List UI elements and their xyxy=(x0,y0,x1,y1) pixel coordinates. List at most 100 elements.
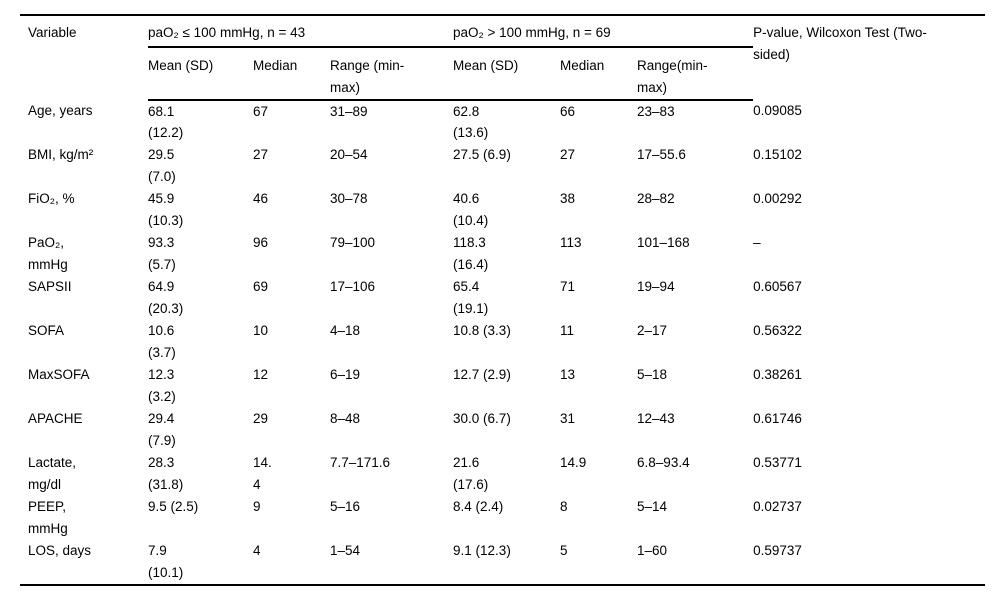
g1-range-cell: 5–16 xyxy=(330,499,361,515)
variable-label: APACHE xyxy=(28,411,83,427)
g1-range-cell: 1–54 xyxy=(330,543,361,559)
table-row: Lactate, mg/dl 28.3 (31.8) 14. 4 7.7–171.6 2… xyxy=(20,452,985,496)
g1-median-cell: 10 xyxy=(253,323,269,339)
p-value-cell: 0.53771 xyxy=(753,455,802,471)
g2-mean-sd-cell: 40.6 (10.4) xyxy=(453,191,489,228)
variable-label: Lactate, mg/dl xyxy=(28,455,77,492)
g2-mean-sd-cell: 8.4 (2.4) xyxy=(453,499,504,515)
g2-range-header: Range(min- max) xyxy=(637,47,754,101)
g2-range-cell: 12–43 xyxy=(637,411,675,427)
g2-median-cell: 71 xyxy=(560,279,576,295)
table-row: PaO₂, mmHg 93.3 (5.7) 96 79–100 118.3 (16.4)… xyxy=(20,232,985,276)
table-row: MaxSOFA 12.3 (3.2) 12 6–19 12.7 (2.9) 13 5–18 0… xyxy=(20,364,985,408)
g1-mean-sd-cell: 12.3 (3.2) xyxy=(148,367,176,404)
g2-mean-sd-cell: 10.8 (3.3) xyxy=(453,323,511,339)
table-row: FiO₂, % 45.9 (10.3) 46 30–78 40.6 (10.4) 38 28… xyxy=(20,188,985,232)
g2-median-cell: 11 xyxy=(560,323,575,339)
g1-range-cell: 8–48 xyxy=(330,411,361,427)
g1-median-cell: 46 xyxy=(253,191,269,207)
g2-mean-sd-cell: 118.3 (16.4) xyxy=(453,235,489,272)
p-value-cell: 0.59737 xyxy=(753,543,802,559)
p-value-cell: 0.61746 xyxy=(753,411,802,427)
g1-median-cell: 4 xyxy=(253,543,261,559)
g2-mean-sd-cell: 30.0 (6.7) xyxy=(453,411,511,427)
variable-label: PaO₂, mmHg xyxy=(28,235,68,272)
g1-median-cell: 29 xyxy=(253,411,269,427)
table-row: Age, years 68.1 (12.2) 67 31–89 62.8 (13.6) 6… xyxy=(20,100,985,145)
g2-median-cell: 27 xyxy=(560,147,576,163)
g1-mean-sd-cell: 29.5 (7.0) xyxy=(148,147,176,184)
table-row: LOS, days 7.9 (10.1) 4 1–54 9.1 (12.3) 5 1–60 0… xyxy=(20,540,985,585)
table-row: PEEP, mmHg 9.5 (2.5) 9 5–16 8.4 (2.4) 8 5–14 0.… xyxy=(20,496,985,540)
variable-label: Age, years xyxy=(28,102,93,118)
subheader-row: Mean (SD) Median Range (min- max) Mean (SD)… xyxy=(20,47,985,101)
variable-label: SAPSII xyxy=(28,279,72,295)
column-header-variable: Variable xyxy=(28,25,77,40)
g1-mean-sd-cell: 93.3 (5.7) xyxy=(148,235,176,272)
variable-label: PEEP, mmHg xyxy=(28,499,68,536)
g1-range-cell: 31–89 xyxy=(330,103,368,119)
p-value-cell: 0.09085 xyxy=(753,102,802,118)
g1-range-cell: 17–106 xyxy=(330,279,376,295)
table-row: SOFA 10.6 (3.7) 10 4–18 10.8 (3.3) 11 2–17 0.56… xyxy=(20,320,985,364)
variable-label: FiO₂, % xyxy=(28,191,75,207)
g2-mean-sd-cell: 62.8 (13.6) xyxy=(453,103,489,141)
p-value-cell: 0.02737 xyxy=(753,499,802,515)
p-value-cell: 0.00292 xyxy=(753,191,802,207)
g1-range-cell: 79–100 xyxy=(330,235,376,251)
group1-header: paO₂ ≤ 100 mmHg, n = 43 xyxy=(148,15,454,48)
g2-range-cell: 5–14 xyxy=(637,499,668,515)
g2-median-cell: 13 xyxy=(560,367,576,383)
g1-range-cell: 4–18 xyxy=(330,323,361,339)
g2-mean-sd-cell: 65.4 (19.1) xyxy=(453,279,489,316)
p-value-cell: – xyxy=(753,235,761,251)
g2-median-cell: 5 xyxy=(560,543,568,559)
g1-mean-sd-cell: 28.3 (31.8) xyxy=(148,455,184,492)
statistics-table: Variable paO₂ ≤ 100 mmHg, n = 43 paO₂ > … xyxy=(20,14,986,586)
g2-median-cell: 66 xyxy=(560,103,576,119)
g2-median-cell: 14.9 xyxy=(560,455,587,471)
g2-mean-sd-cell: 21.6 (17.6) xyxy=(453,455,489,492)
variable-label: SOFA xyxy=(28,323,65,339)
table-row: SAPSII 64.9 (20.3) 69 17–106 65.4 (19.1) 71 19… xyxy=(20,276,985,320)
g1-mean-sd-cell: 64.9 (20.3) xyxy=(148,279,184,316)
g1-median-cell: 27 xyxy=(253,147,269,163)
g2-median-cell: 113 xyxy=(560,235,582,251)
g2-range-cell: 101–168 xyxy=(637,235,690,251)
g2-mean-sd-cell: 12.7 (2.9) xyxy=(453,367,511,383)
g2-median-cell: 38 xyxy=(560,191,576,207)
variable-label: MaxSOFA xyxy=(28,367,90,383)
g1-median-cell: 67 xyxy=(253,103,269,119)
pvalue-header: P-value, Wilcoxon Test (Two- sided) xyxy=(753,25,927,62)
g2-mean-sd-cell: 27.5 (6.9) xyxy=(453,147,511,163)
g1-median-cell: 69 xyxy=(253,279,269,295)
group2-header: paO₂ > 100 mmHg, n = 69 xyxy=(453,15,754,48)
g1-mean-sd-cell: 68.1 (12.2) xyxy=(148,103,184,141)
g2-mean-sd-cell: 9.1 (12.3) xyxy=(453,543,511,559)
g2-range-cell: 1–60 xyxy=(637,543,668,559)
p-value-cell: 0.56322 xyxy=(753,323,802,339)
g1-mean-sd-header: Mean (SD) xyxy=(148,47,253,101)
g1-mean-sd-cell: 45.9 (10.3) xyxy=(148,191,184,228)
g2-range-cell: 6.8–93.4 xyxy=(637,455,690,471)
g1-median-cell: 96 xyxy=(253,235,269,251)
g1-range-cell: 7.7–171.6 xyxy=(330,455,391,471)
g2-mean-sd-header: Mean (SD) xyxy=(453,47,561,101)
g2-range-cell: 23–83 xyxy=(637,103,675,119)
g1-mean-sd-cell: 29.4 (7.9) xyxy=(148,411,176,448)
g2-range-cell: 5–18 xyxy=(637,367,668,383)
g2-range-cell: 19–94 xyxy=(637,279,675,295)
g1-range-cell: 20–54 xyxy=(330,147,368,163)
g2-range-cell: 17–55.6 xyxy=(637,147,686,163)
g1-median-cell: 9 xyxy=(253,499,261,515)
p-value-cell: 0.60567 xyxy=(753,279,802,295)
p-value-cell: 0.38261 xyxy=(753,367,802,383)
g1-median-cell: 12 xyxy=(253,367,269,383)
variable-label: BMI, kg/m² xyxy=(28,147,94,163)
g1-mean-sd-cell: 9.5 (2.5) xyxy=(148,499,199,515)
table-row: APACHE 29.4 (7.9) 29 8–48 30.0 (6.7) 31 12–43 0… xyxy=(20,408,985,452)
g1-range-cell: 30–78 xyxy=(330,191,368,207)
g2-median-cell: 31 xyxy=(560,411,576,427)
p-value-cell: 0.15102 xyxy=(753,147,802,163)
